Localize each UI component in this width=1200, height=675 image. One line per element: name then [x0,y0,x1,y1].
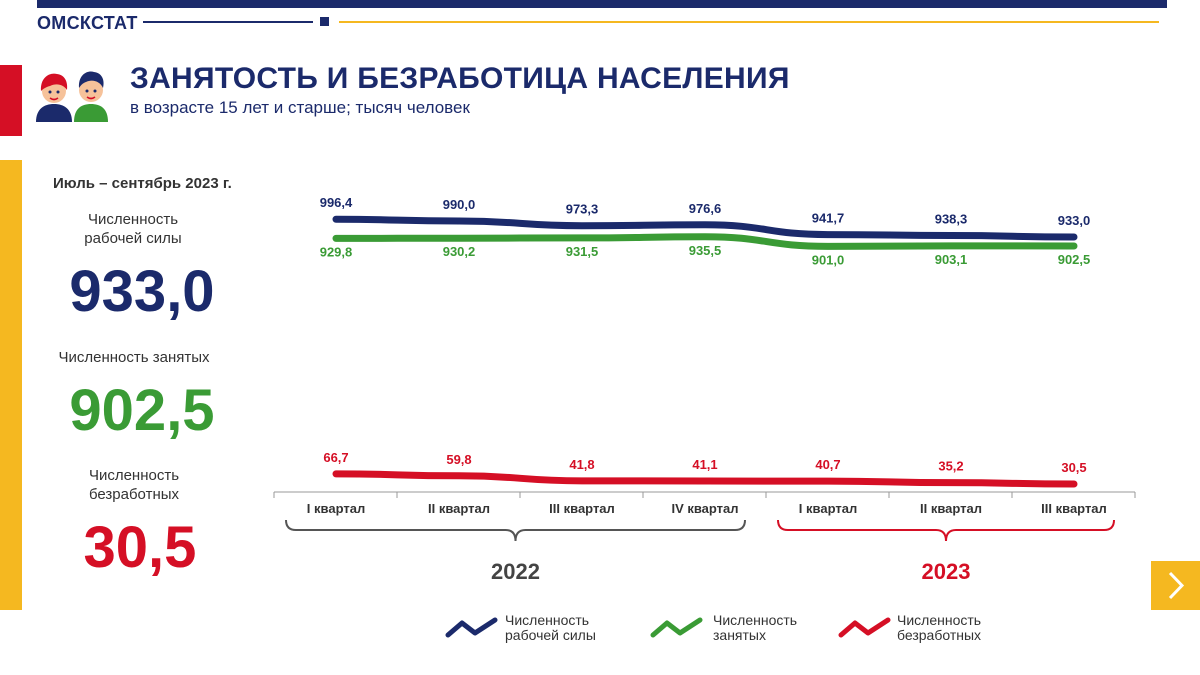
legend-employed-line2: занятых [713,627,766,643]
legend-employed-line1: Численность [713,612,798,628]
x-tick-label: I квартал [307,501,365,516]
legend-label-unemployed: Численность безработных [897,613,981,643]
x-tick-label: III квартал [549,501,615,516]
labor-force-value: 933,0 [69,259,215,324]
labor-force-label: Численность рабочей силы [13,210,253,248]
series-line-unemployed [332,470,1078,488]
legend-swatch-unemployed [838,617,891,638]
series-line-labor-force [332,215,1078,241]
period-label: Июль – сентябрь 2023 г. [53,175,232,192]
data-label-employed: 929,8 [320,244,353,259]
legend-swatch-labor-force [445,617,498,638]
people-icon [36,71,108,122]
unemployed-label-line2: безработных [88,486,180,503]
unemployed-label: Численность безработных [14,466,254,504]
x-tick-label: III квартал [1041,501,1107,516]
data-label-employed: 935,5 [689,243,722,258]
data-label-unemployed: 59,8 [446,452,471,467]
data-label-unemployed: 41,1 [692,457,717,472]
header-square [320,17,329,26]
year-brace-2022 [285,519,746,542]
data-label-labor-force: 941,7 [812,211,845,226]
legend-labor-force-line2: рабочей силы [505,627,596,643]
top-bar [37,0,1167,8]
year-brace-2023 [777,519,1115,542]
data-label-labor-force: 976,6 [689,201,722,216]
data-label-unemployed: 40,7 [815,457,840,472]
data-label-labor-force: 996,4 [320,195,353,210]
data-label-labor-force: 933,0 [1058,213,1091,228]
employed-label: Численность занятых [58,349,210,366]
legend-label-employed: Численность занятых [713,613,797,643]
legend-unemployed-line2: безработных [897,627,982,643]
legend-label-labor-force: Численность рабочей силы [505,613,596,643]
page-title: ЗАНЯТОСТЬ И БЕЗРАБОТИЦА НАСЕЛЕНИЯ [130,62,790,95]
data-label-unemployed: 30,5 [1061,460,1086,475]
data-label-unemployed: 35,2 [938,459,963,474]
chevron-right-icon [1168,571,1185,600]
data-label-employed: 930,2 [443,244,476,259]
accent-bar-gold [0,160,22,610]
unemployed-label-line1: Численность [88,467,180,484]
x-tick-label: II квартал [920,501,982,516]
accent-bar-red [0,65,22,136]
data-label-employed: 903,1 [935,252,968,267]
legend-swatch-employed [650,617,703,638]
year-label-2023: 2023 [922,559,971,584]
legend-labor-force-line1: Численность [505,612,590,628]
data-label-labor-force: 990,0 [443,197,476,212]
labor-force-label-line1: Численность [87,211,179,228]
header-line [143,21,313,23]
x-tick-label: I квартал [799,501,857,516]
series-line-employed [332,233,1078,250]
year-label-2022: 2022 [491,559,540,584]
data-label-labor-force: 938,3 [935,212,968,227]
data-label-unemployed: 66,7 [323,450,348,465]
data-label-employed: 901,0 [812,252,845,267]
data-label-labor-force: 973,3 [566,202,599,217]
legend-unemployed-line1: Численность [897,612,982,628]
employed-value: 902,5 [69,378,215,443]
next-slide-button[interactable] [1151,561,1200,610]
data-label-employed: 902,5 [1058,252,1091,267]
data-label-unemployed: 41,8 [569,457,594,472]
x-tick-label: IV квартал [671,501,738,516]
unemployed-value: 30,5 [83,515,197,580]
header-line-gold [339,21,1159,23]
brand-name: ОМСКСТАТ [37,13,138,33]
x-tick-label: II квартал [428,501,490,516]
data-label-employed: 931,5 [566,244,599,259]
labor-force-label-line2: рабочей силы [84,230,182,247]
page-subtitle: в возрасте 15 лет и старше; тысяч челове… [130,98,470,117]
